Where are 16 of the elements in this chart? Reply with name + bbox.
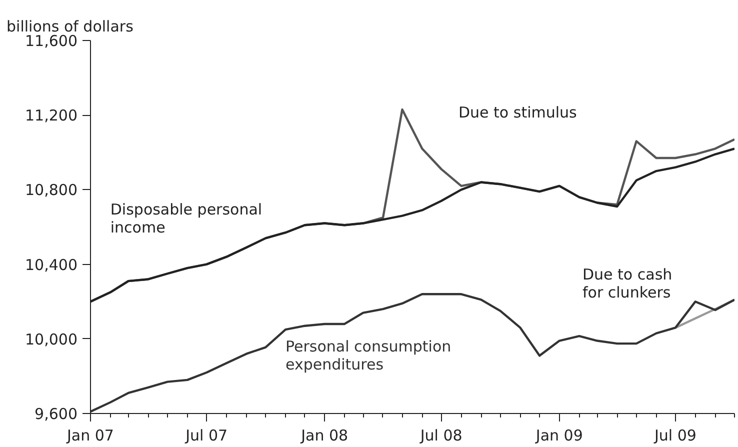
x-tick-label: Jan 07 — [66, 426, 114, 444]
x-tick-label: Jul 08 — [419, 426, 462, 444]
x-tick-label: Jan 09 — [534, 426, 583, 444]
y-tick-label: 10,400 — [25, 256, 78, 274]
x-tick-label: Jul 09 — [654, 426, 696, 444]
x-tick-label: Jul 07 — [184, 426, 228, 444]
series-label: Disposable personal income — [110, 200, 262, 236]
x-tick-label: Jan 08 — [300, 426, 348, 444]
series-label: Personal consumption expenditures — [285, 338, 452, 374]
y-tick-label: 9,600 — [34, 405, 78, 423]
line-series — [674, 298, 734, 329]
y-tick-label: 10,000 — [25, 330, 78, 348]
y-tick-label: 10,800 — [25, 181, 78, 200]
y-tick-label: 11,200 — [25, 106, 78, 125]
annotation: Due to cash for clunkers — [582, 266, 672, 302]
annotation: Due to stimulus — [458, 104, 578, 122]
